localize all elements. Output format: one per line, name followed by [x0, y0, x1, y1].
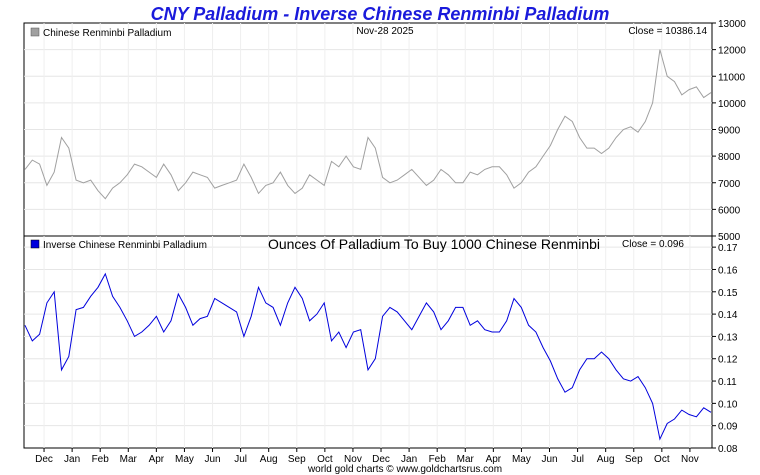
- x-tick-label: Nov: [344, 454, 362, 465]
- footer-credit: world gold charts © www.goldchartsrus.co…: [307, 464, 502, 475]
- bottom-series-line: [24, 272, 712, 441]
- y-tick-label: 10000: [718, 99, 746, 110]
- x-tick-label: Mar: [120, 454, 138, 465]
- y-tick-label: 0.17: [718, 243, 738, 254]
- x-axis-ticks: Dec Jan Feb Mar Apr May Jun Jul Aug Sep Oct Nov Dec J…: [35, 448, 699, 465]
- y-tick-label: 0.12: [718, 355, 738, 366]
- date-label: Nov-28 2025: [356, 26, 414, 37]
- y-tick-label: 0.08: [718, 444, 738, 455]
- x-tick-label: Nov: [681, 454, 699, 465]
- x-tick-label: Dec: [372, 454, 390, 465]
- x-tick-label: Jul: [571, 454, 584, 465]
- x-tick-label: Jul: [234, 454, 247, 465]
- x-tick-label: Apr: [149, 454, 165, 465]
- y-tick-label: 12000: [718, 46, 746, 57]
- top-panel-grid: [24, 23, 712, 236]
- x-tick-label: Apr: [486, 454, 502, 465]
- x-tick-label: Jan: [64, 454, 80, 465]
- top-series-line: [24, 49, 712, 200]
- y-tick-label: 0.11: [718, 377, 737, 388]
- x-tick-label: May: [512, 454, 531, 465]
- x-tick-label: May: [175, 454, 194, 465]
- bottom-panel-y-ticks: 0.17 0.16 0.15 0.14 0.13 0.12 0.11 0.10 0.09 0.08: [712, 243, 738, 455]
- bottom-panel-frame: [23, 235, 713, 449]
- x-tick-label: Aug: [597, 454, 615, 465]
- y-tick-label: 8000: [718, 152, 741, 163]
- chart-title: CNY Palladium - Inverse Chinese Renminbi…: [151, 4, 610, 24]
- y-tick-label: 6000: [718, 205, 741, 216]
- x-tick-label: Aug: [260, 454, 278, 465]
- y-tick-label: 7000: [718, 179, 741, 190]
- y-tick-label: 0.14: [718, 310, 738, 321]
- y-tick-label: 11000: [718, 72, 746, 83]
- y-tick-label: 0.10: [718, 399, 738, 410]
- top-close-label: Close = 10386.14: [628, 26, 707, 37]
- x-tick-label: Sep: [625, 454, 643, 465]
- top-legend-label: Chinese Renminbi Palladium: [43, 28, 171, 39]
- y-tick-label: 13000: [718, 19, 746, 30]
- bottom-legend-label: Inverse Chinese Renminbi Palladium: [43, 240, 207, 251]
- bottom-legend-marker: [30, 239, 40, 249]
- y-tick-label: 0.15: [718, 288, 738, 299]
- x-tick-label: Oct: [654, 454, 670, 465]
- bottom-panel-grid: [24, 236, 712, 448]
- top-panel-y-ticks: 13000 12000 11000 10000 9000 8000 7000 6000 5000: [712, 19, 746, 243]
- y-tick-label: 0.16: [718, 265, 738, 276]
- y-tick-label: 0.13: [718, 332, 738, 343]
- x-tick-label: Feb: [92, 454, 110, 465]
- y-tick-label: 0.09: [718, 422, 738, 433]
- x-tick-label: Dec: [35, 454, 53, 465]
- x-tick-label: Mar: [457, 454, 475, 465]
- bottom-subtitle: Ounces Of Palladium To Buy 1000 Chinese …: [268, 236, 600, 252]
- x-tick-label: Jan: [401, 454, 417, 465]
- x-tick-label: Feb: [429, 454, 447, 465]
- top-legend-marker: [30, 27, 40, 37]
- y-tick-label: 5000: [718, 232, 741, 243]
- bottom-close-label: Close = 0.096: [622, 239, 684, 250]
- y-tick-label: 9000: [718, 126, 741, 137]
- x-tick-label: Oct: [317, 454, 333, 465]
- x-tick-label: Jun: [541, 454, 557, 465]
- x-tick-label: Jun: [204, 454, 220, 465]
- x-tick-label: Sep: [288, 454, 306, 465]
